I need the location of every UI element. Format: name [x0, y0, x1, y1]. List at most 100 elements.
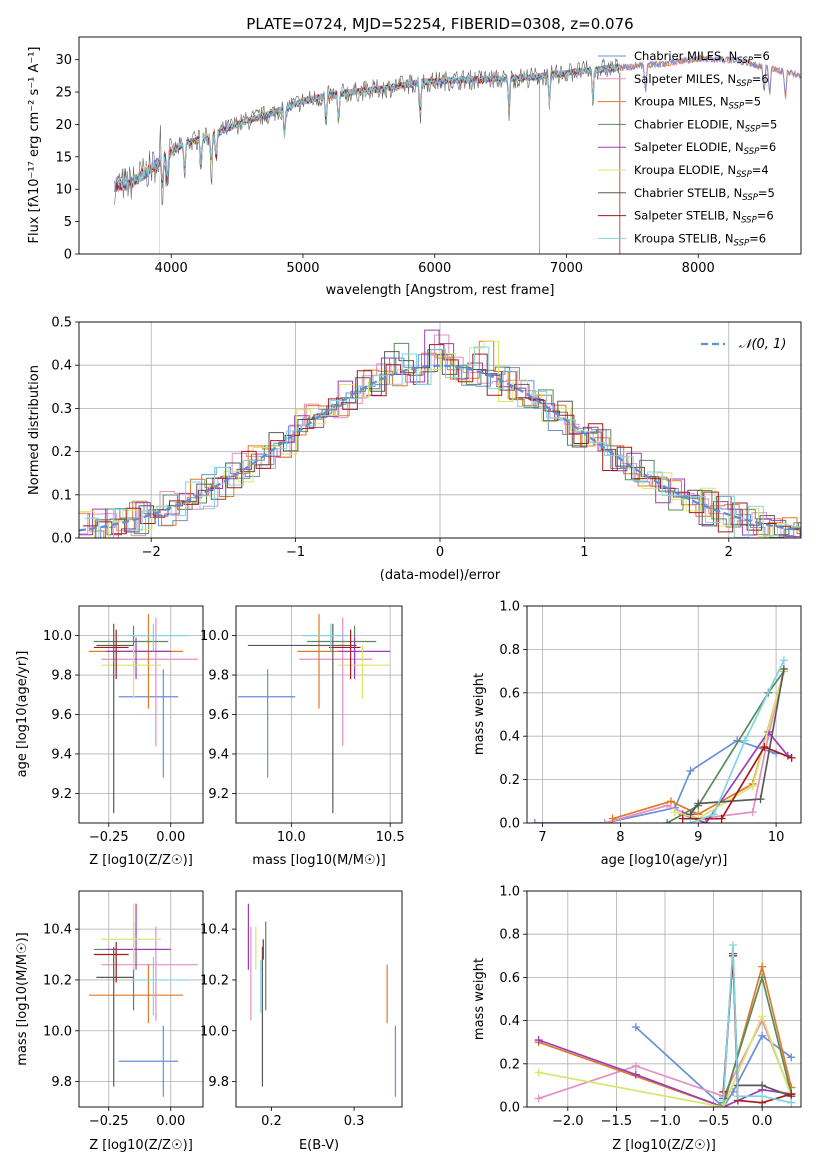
- y-tick-label: 9.6: [208, 708, 229, 723]
- y-tick-label: 30: [55, 53, 72, 68]
- histogram-kroupa-miles: [79, 340, 801, 538]
- y-tick-label: 0.5: [51, 316, 72, 331]
- weight-marker: [758, 1092, 767, 1101]
- errorbar-salpeter-elodie: [106, 637, 171, 679]
- errorbar-kroupa-elodie: [101, 645, 161, 699]
- weight-marker: [670, 808, 679, 817]
- y-tick-label: 10.2: [43, 973, 72, 988]
- y-tick-label: 10.0: [200, 1024, 229, 1039]
- errorbar-salpeter-stelib: [93, 629, 129, 679]
- legend-label-chabrier-elodie: Chabrier ELODIE, NSSP=5: [634, 117, 777, 134]
- x-tick-label: 10.5: [376, 830, 405, 845]
- errorbar-chabrier-miles: [237, 669, 296, 778]
- errorbar-chabrier-stelib: [96, 946, 134, 1087]
- weight-series-kroupa-stelib: [719, 941, 796, 1107]
- weight-marker: [787, 1098, 796, 1107]
- x-tick-label: 2: [725, 545, 733, 560]
- y-axis-label: mass weight: [472, 958, 487, 1040]
- y-tick-label: 25: [55, 86, 72, 101]
- x-axis-label: Z [log10(Z/Z☉)]: [89, 853, 193, 868]
- weight-marker: [756, 795, 765, 804]
- legend-label-salpeter-miles: Salpeter MILES, NSSP=6: [634, 72, 769, 89]
- weight-line: [690, 659, 785, 823]
- panel-3-axes: −0.25 0.00 9.2 9.4 9.6 9.8 10.0: [43, 606, 203, 845]
- errorbar-chabrier-stelib: [247, 623, 357, 814]
- panel-4-axes: 10.0 10.5 9.2 9.4 9.6 9.8 10.0: [200, 606, 405, 845]
- weight-marker: [702, 819, 711, 823]
- panel-8-axes: −2.0 −1.5 −1.0 −0.5 0.0 0.0 0.2 0.4 0.6 0.8 1.0: [499, 885, 801, 1129]
- errorbar-salpeter-elodie: [106, 903, 171, 970]
- y-tick-label: 0.6: [499, 686, 520, 701]
- x-axis-label: age [log10(age/yr)]: [601, 853, 728, 868]
- errorbar-kroupa-miles: [88, 964, 184, 1024]
- panel-3-frame: [78, 605, 204, 824]
- panel-6-frame: [78, 890, 204, 1108]
- y-tick-label: 20: [55, 118, 72, 133]
- weight-marker: [748, 808, 757, 817]
- weight-lines: [534, 941, 796, 1107]
- weight-marker: [631, 1070, 640, 1079]
- y-tick-label: 0.6: [499, 971, 520, 986]
- errorbar-chabrier-stelib: [96, 623, 134, 814]
- weight-marker: [686, 766, 695, 775]
- legend-label-salpeter-stelib: Salpeter STELIB, NSSP=6: [634, 209, 774, 226]
- weight-marker: [728, 941, 737, 949]
- panel-6-axes: −0.25 0.00 9.8 10.0 10.2 10.4: [43, 891, 203, 1129]
- y-axis-label: Flux [fλ10⁻¹⁷ erg cm⁻² s⁻¹ A⁻¹]: [27, 47, 42, 244]
- histogram-kroupa-elodie: [79, 340, 801, 538]
- y-tick-label: 5: [64, 215, 72, 230]
- errorbar-chabrier-elodie: [93, 625, 169, 674]
- weight-marker: [534, 1068, 543, 1077]
- x-tick-label: 7: [538, 830, 546, 845]
- errorbar-kroupa-miles: [297, 613, 343, 709]
- y-axis-label: mass [log10(M/M☉)]: [15, 932, 30, 1065]
- weight-marker: [787, 1053, 796, 1062]
- weight-marker: [779, 664, 788, 673]
- panel-5-axes: 7 8 9 10 0.0 0.2 0.4 0.6 0.8 1.0: [499, 600, 801, 845]
- y-axis-label: age [log10(age/yr)]: [15, 651, 30, 778]
- errorbar-points: [247, 903, 396, 1097]
- weight-marker: [678, 814, 687, 823]
- weight-marker: [530, 819, 539, 823]
- weight-marker: [534, 1036, 543, 1045]
- x-tick-label: 5000: [286, 261, 319, 276]
- weight-series-kroupa-stelib: [686, 656, 788, 823]
- x-tick-label: −0.5: [698, 1114, 730, 1129]
- y-tick-label: 0.8: [499, 643, 520, 658]
- panel-8-frame: [526, 890, 802, 1108]
- errorbar-salpeter-miles: [101, 926, 199, 1021]
- x-tick-label: 10.0: [277, 830, 306, 845]
- x-tick-label: 0: [436, 545, 444, 560]
- panel-1-frame: [78, 36, 802, 255]
- y-tick-label: 0.4: [51, 359, 72, 374]
- legend-label-chabrier-miles: Chabrier MILES, NSSP=6: [634, 49, 770, 66]
- spectrum-kroupa-stelib: [114, 65, 620, 191]
- y-tick-label: 0.2: [51, 445, 72, 460]
- x-tick-label: 0.00: [156, 1114, 185, 1129]
- weight-marker: [758, 962, 767, 971]
- x-tick-label: 0.2: [261, 1114, 282, 1129]
- weight-marker: [686, 810, 695, 819]
- errorbar-kroupa-elodie: [101, 903, 161, 970]
- errorbar-chabrier-miles: [118, 1025, 179, 1097]
- histogram-chabrier-stelib: [81, 349, 801, 538]
- x-tick-label: 0.00: [156, 830, 185, 845]
- y-tick-label: 10.0: [43, 629, 72, 644]
- y-tick-label: 9.4: [208, 747, 229, 762]
- legend-label-kroupa-stelib: Kroupa STELIB, NSSP=6: [634, 231, 766, 248]
- weight-marker: [686, 819, 695, 823]
- legend-label-kroupa-elodie: Kroupa ELODIE, NSSP=4: [634, 163, 769, 180]
- x-tick-label: 7000: [550, 261, 583, 276]
- weight-marker: [779, 656, 788, 665]
- errorbar-salpeter-miles: [299, 617, 373, 747]
- y-tick-label: 9.2: [208, 787, 229, 802]
- y-tick-label: 10.0: [43, 1024, 72, 1039]
- weight-marker: [748, 782, 757, 791]
- weight-lines: [530, 656, 796, 823]
- x-tick-label: −0.25: [89, 1114, 129, 1129]
- weight-series-salpeter-stelib: [678, 743, 796, 823]
- weight-line: [538, 1013, 793, 1107]
- spectrum-title: PLATE=0724, MJD=52254, FIBERID=0308, z=0…: [246, 15, 633, 33]
- y-tick-label: 0.1: [51, 488, 72, 503]
- y-tick-label: 9.2: [51, 787, 72, 802]
